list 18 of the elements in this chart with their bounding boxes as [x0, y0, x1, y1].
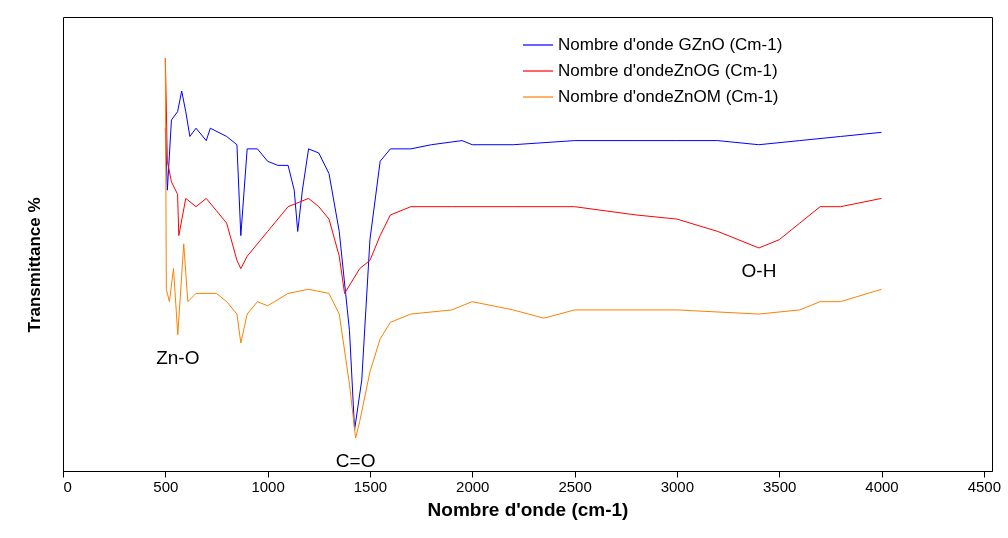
- x-tick-label: 3000: [660, 477, 695, 495]
- x-axis-title: Nombre d'onde (cm-1): [427, 498, 629, 520]
- x-tick-label: 0: [63, 477, 72, 495]
- legend-label: Nombre d'ondeZnOG (Cm-1): [558, 61, 778, 80]
- y-axis-title: Transmittance %: [24, 197, 44, 333]
- annotation: C=O: [335, 449, 376, 471]
- x-tick-label: 500: [153, 477, 179, 495]
- x-tick-label: 2500: [558, 477, 592, 495]
- x-tick-label: 3500: [763, 477, 797, 495]
- annotation: Zn-O: [156, 346, 200, 368]
- x-tick-label: 4500: [967, 477, 1001, 495]
- x-tick-label: 1500: [353, 477, 388, 495]
- legend-label: Nombre d'ondeZnOM (Cm-1): [558, 87, 779, 106]
- annotation: O-H: [741, 259, 777, 281]
- x-tick-label: 1000: [251, 477, 285, 495]
- legend-label: Nombre d'onde GZnO (Cm-1): [558, 35, 783, 54]
- x-tick-label: 2000: [456, 477, 490, 495]
- x-tick-label: 4000: [865, 477, 899, 495]
